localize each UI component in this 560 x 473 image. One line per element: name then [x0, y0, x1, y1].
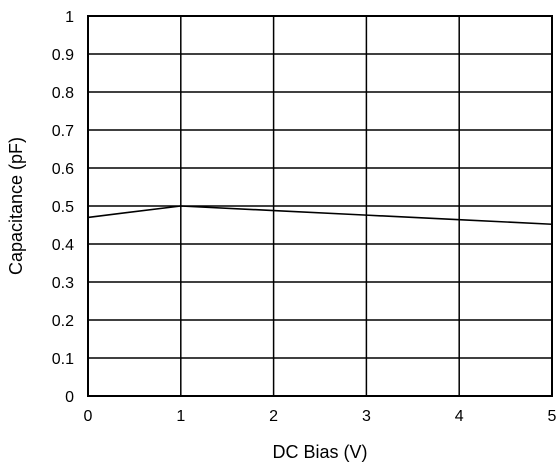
- x-tick-label: 3: [362, 408, 371, 425]
- x-tick-label: 5: [548, 408, 557, 425]
- y-tick-label: 0.7: [52, 123, 74, 140]
- y-tick-label: 0.8: [52, 85, 74, 102]
- x-tick-label: 1: [176, 408, 185, 425]
- x-tick-labels: 0 1 2 3 4 5: [84, 408, 557, 425]
- data-point: [87, 216, 89, 219]
- series-line: [87, 205, 553, 226]
- series-group: [87, 205, 553, 226]
- y-tick-labels: 0 0.1 0.2 0.3 0.4 0.5 0.6 0.7 0.8 0.9 1: [52, 9, 74, 406]
- y-tick-label: 0.9: [52, 47, 74, 64]
- plot-border: [87, 15, 553, 397]
- plot-frame: [87, 15, 553, 397]
- x-tick-label: 0: [84, 408, 93, 425]
- y-axis-label: Capacitance (pF): [6, 137, 26, 275]
- data-point: [365, 214, 368, 216]
- y-tick-label: 0.1: [52, 351, 74, 368]
- grid-lines: [87, 15, 553, 397]
- y-tick-label: 0.3: [52, 275, 74, 292]
- x-axis-label: DC Bias (V): [272, 442, 367, 462]
- y-tick-label: 0.4: [52, 237, 74, 254]
- y-tick-label: 0.6: [52, 161, 74, 178]
- y-tick-label: 1: [65, 9, 74, 26]
- y-tick-label: 0.2: [52, 313, 74, 330]
- data-point: [458, 218, 461, 221]
- data-point: [272, 209, 275, 212]
- x-tick-label: 4: [455, 408, 464, 425]
- x-tick-label: 2: [269, 408, 278, 425]
- y-tick-label: 0.5: [52, 199, 74, 216]
- y-tick-label: 0: [65, 389, 74, 406]
- data-point: [551, 223, 553, 226]
- data-point: [180, 205, 182, 207]
